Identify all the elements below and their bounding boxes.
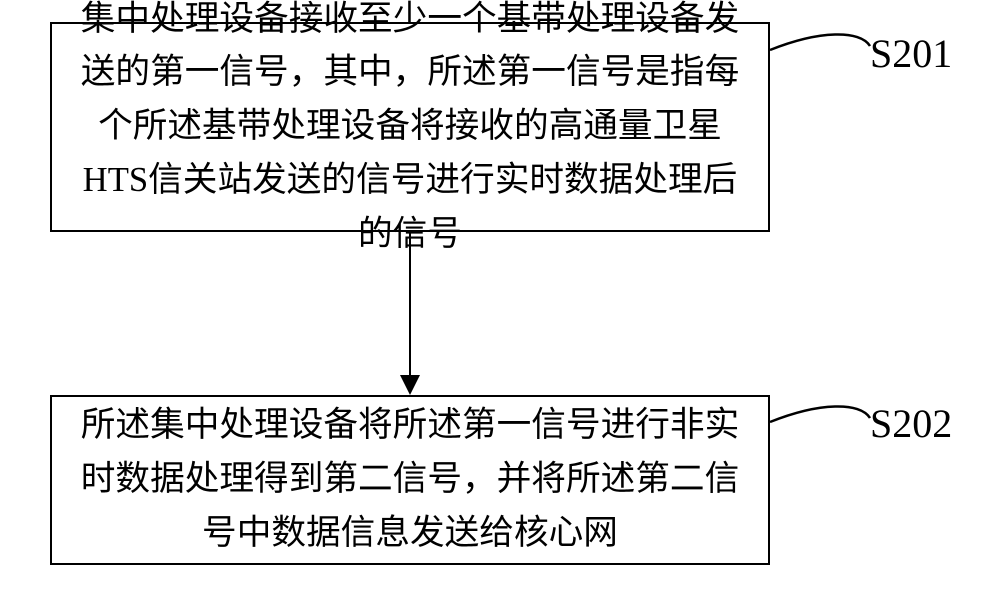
flowchart-connector-s201-icon bbox=[770, 34, 870, 50]
flowchart-node-s202-label: S202 bbox=[870, 400, 952, 447]
flowchart-node-s202-text: 所述集中处理设备将所述第一信号进行非实时数据处理得到第二信号，并将所述第二信号中… bbox=[76, 399, 744, 560]
flowchart-canvas: 集中处理设备接收至少一个基带处理设备发送的第一信号，其中，所述第一信号是指每个所… bbox=[0, 0, 1000, 603]
flowchart-node-s201-label: S201 bbox=[870, 30, 952, 77]
flowchart-edge-s201-s202-line bbox=[409, 232, 412, 375]
flowchart-connector-s202-icon bbox=[770, 406, 870, 422]
flowchart-node-s202: 所述集中处理设备将所述第一信号进行非实时数据处理得到第二信号，并将所述第二信号中… bbox=[50, 395, 770, 565]
flowchart-node-s201-text: 集中处理设备接收至少一个基带处理设备发送的第一信号，其中，所述第一信号是指每个所… bbox=[76, 0, 744, 261]
flowchart-node-s201: 集中处理设备接收至少一个基带处理设备发送的第一信号，其中，所述第一信号是指每个所… bbox=[50, 22, 770, 232]
flowchart-edge-s201-s202-head-icon bbox=[400, 375, 420, 395]
